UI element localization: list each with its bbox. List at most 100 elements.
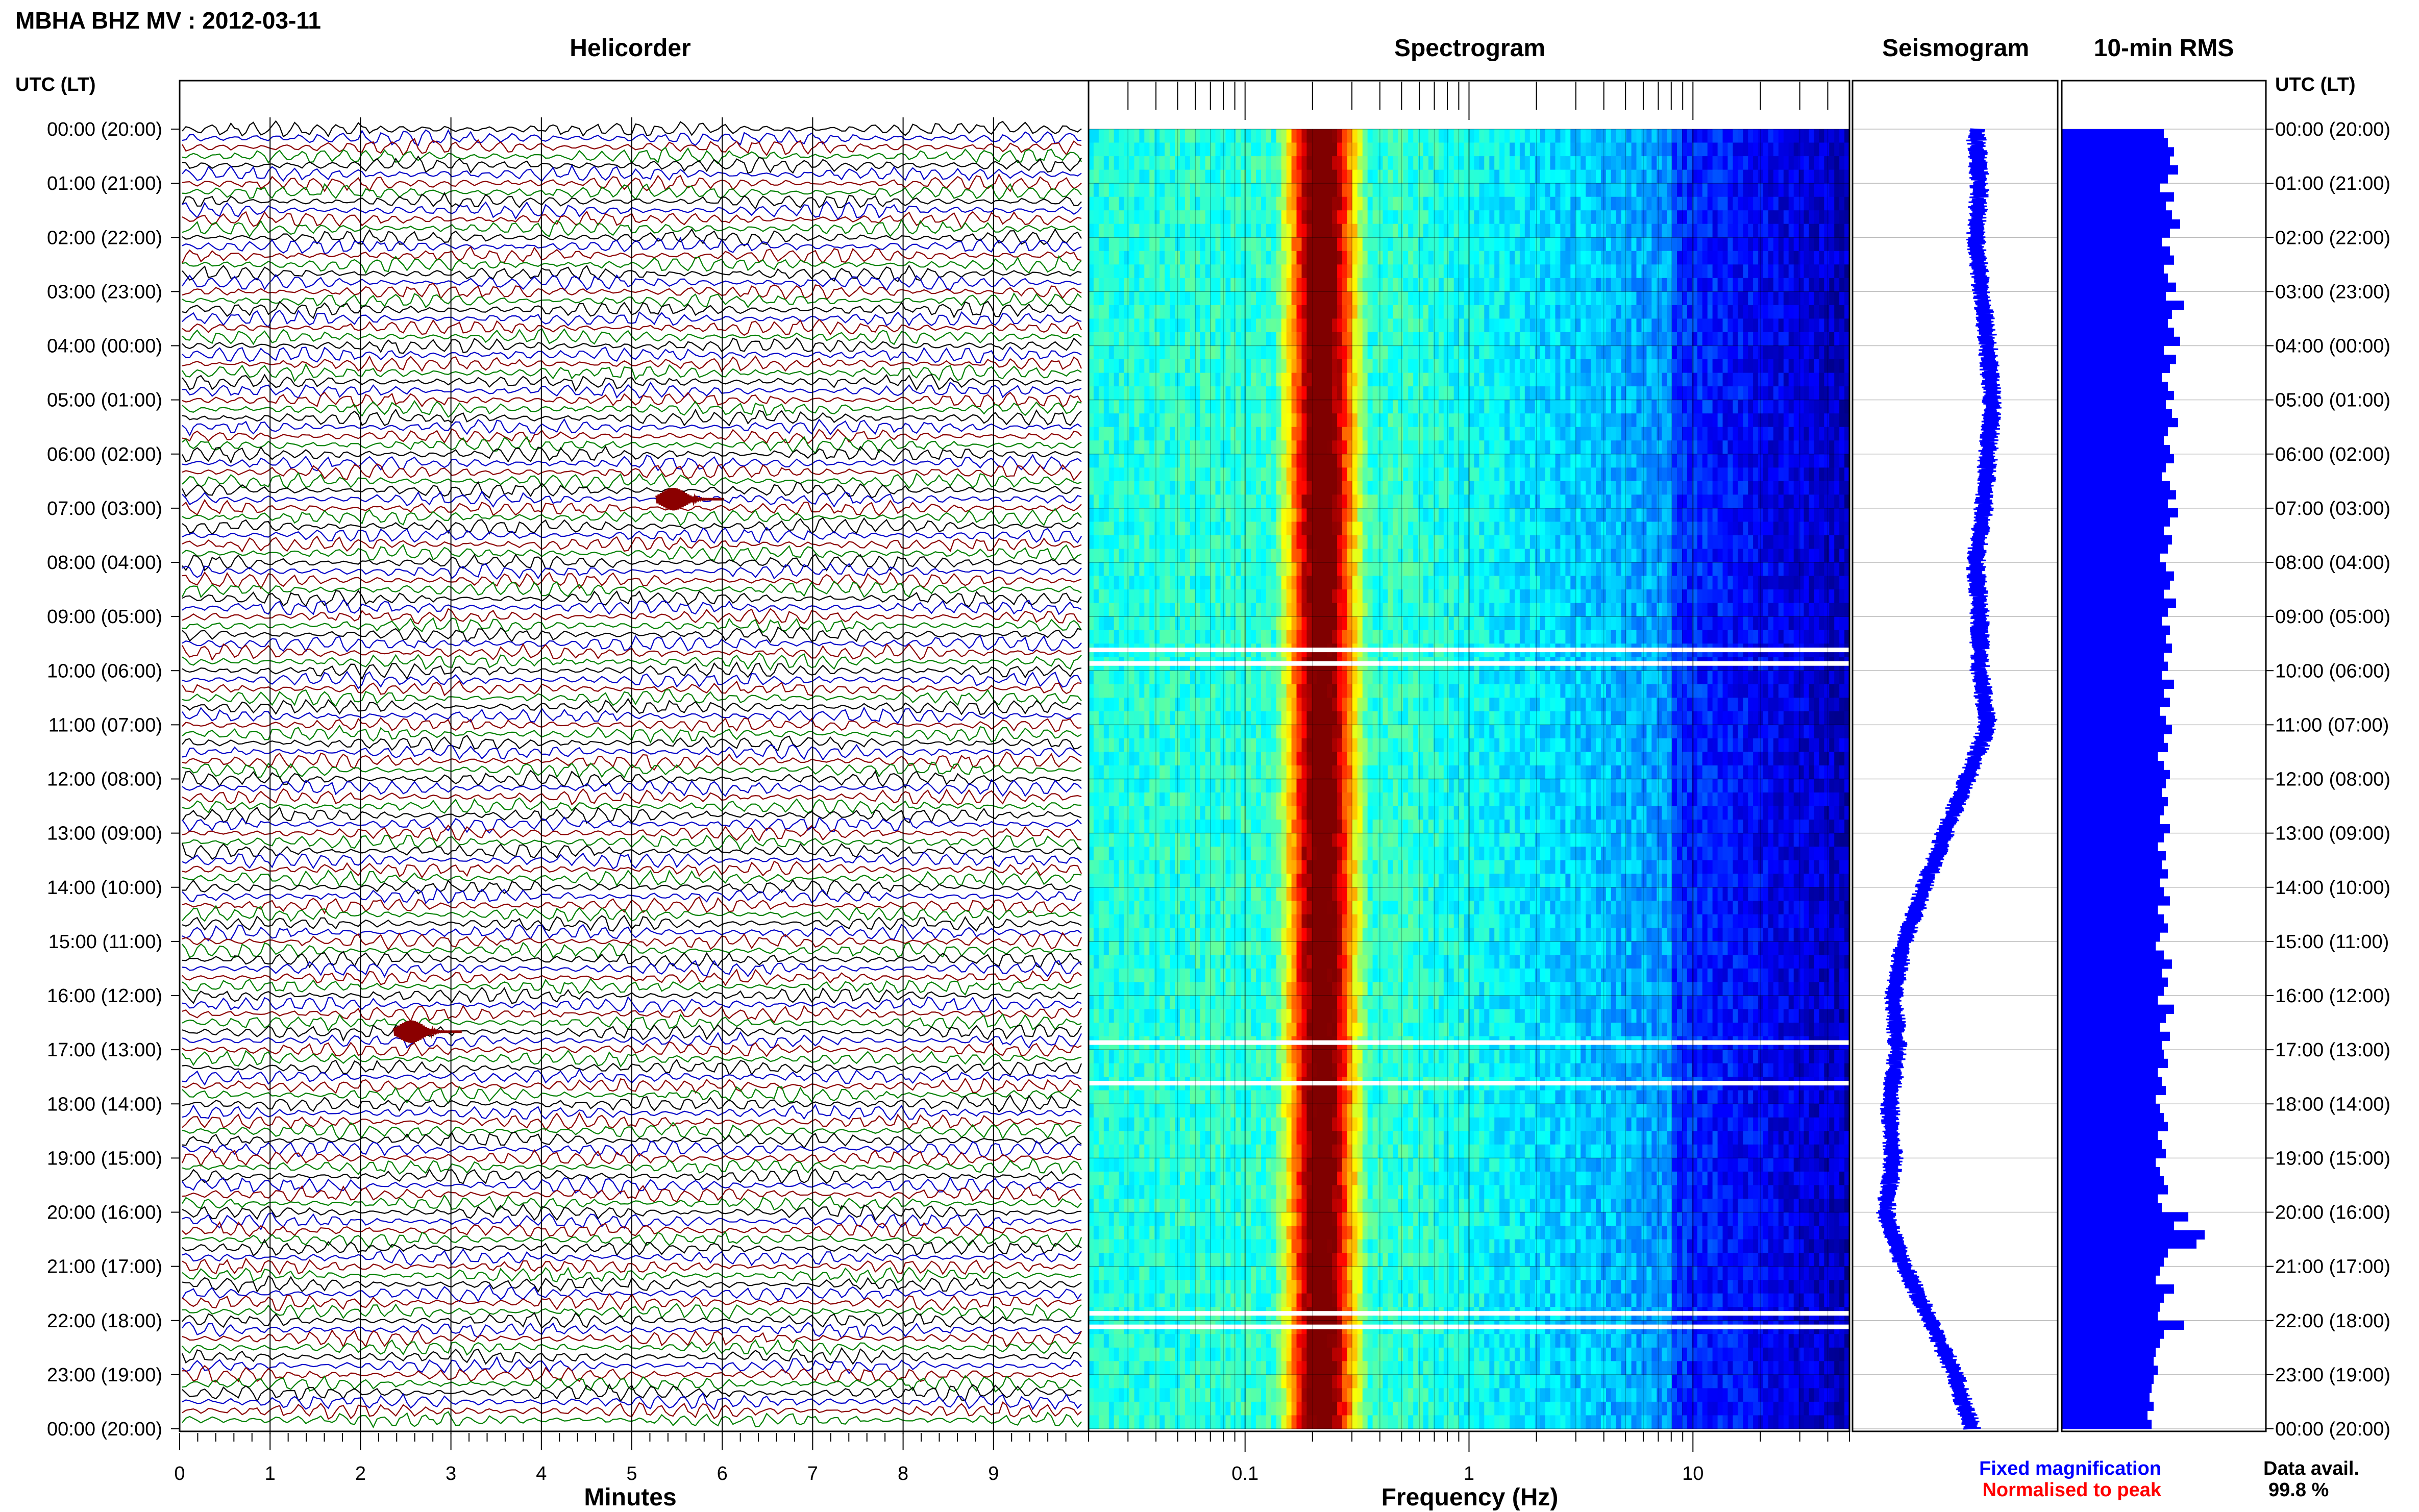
spectrogram-cell <box>1438 386 1444 401</box>
spectrogram-cell <box>1144 169 1150 184</box>
spectrogram-cell <box>1474 400 1479 414</box>
spectrogram-cell <box>1098 373 1104 387</box>
spectrogram-cell <box>1179 237 1186 252</box>
spectrogram-cell <box>1428 454 1434 468</box>
spectrogram-cell <box>1697 535 1703 549</box>
spectrogram-cell <box>1586 508 1591 522</box>
spectrogram-cell <box>1748 427 1754 441</box>
spectrogram-cell <box>1347 210 1353 225</box>
spectrogram-cell <box>1717 413 1723 428</box>
spectrogram-cell <box>1184 454 1191 468</box>
spectrogram-cell <box>1763 156 1769 170</box>
spectrogram-cell <box>1484 196 1490 211</box>
spectrogram-cell <box>1581 345 1586 360</box>
spectrogram-cell <box>1702 169 1708 184</box>
spectrogram-cell <box>1220 169 1226 184</box>
spectrogram-cell <box>1246 508 1251 522</box>
spectrogram-cell <box>1606 318 1612 333</box>
spectrogram-cell <box>1469 156 1474 170</box>
spectrogram-cell <box>1783 156 1789 170</box>
spectrogram-cell <box>1459 454 1465 468</box>
spectrogram-cell <box>1600 373 1607 387</box>
spectrogram-cell <box>1778 522 1784 536</box>
spectrogram-cell <box>1707 251 1713 265</box>
spectrogram-cell <box>1251 264 1256 279</box>
spectrogram-cell <box>1281 508 1287 522</box>
spectrogram-cell <box>1438 427 1444 441</box>
spectrogram-cell <box>1459 129 1465 143</box>
spectrogram-cell <box>1372 345 1378 360</box>
spectrogram-cell <box>1093 156 1099 170</box>
spectrogram-cell <box>1743 183 1748 197</box>
spectrogram-cell <box>1159 535 1165 549</box>
spectrogram-cell <box>1276 291 1282 306</box>
spectrogram-cell <box>1621 169 1627 184</box>
spectrogram-cell <box>1479 494 1485 509</box>
spectrogram-cell <box>1677 237 1683 252</box>
spectrogram-cell <box>1748 210 1754 225</box>
spectrogram-cell <box>1225 494 1231 509</box>
spectrogram-cell <box>1474 332 1479 346</box>
spectrogram-cell <box>1108 196 1115 211</box>
spectrogram-cell <box>1129 413 1134 428</box>
spectrogram-cell <box>1332 332 1338 346</box>
spectrogram-cell <box>1215 169 1221 184</box>
spectrogram-cell <box>1646 318 1652 333</box>
spectrogram-cell <box>1408 196 1414 211</box>
spectrogram-cell <box>1134 467 1140 482</box>
spectrogram-cell <box>1367 318 1373 333</box>
spectrogram-cell <box>1819 196 1824 211</box>
spectrogram-cell <box>1124 467 1130 482</box>
spectrogram-cell <box>1697 345 1703 360</box>
spectrogram-cell <box>1484 549 1490 563</box>
spectrogram-cell <box>1768 305 1774 319</box>
spectrogram-cell <box>1494 169 1500 184</box>
spectrogram-cell <box>1200 400 1206 414</box>
spectrogram-cell <box>1352 427 1358 441</box>
spectrogram-cell <box>1474 467 1479 482</box>
spectrogram-cell <box>1215 427 1221 441</box>
spectrogram-cell <box>1636 467 1642 482</box>
spectrogram-cell <box>1377 251 1384 265</box>
spectrogram-cell <box>1108 508 1115 522</box>
time-label-left: 18:00 (14:00) <box>47 1094 162 1115</box>
spectrogram-cell <box>1631 332 1637 346</box>
spectrogram-cell <box>1271 224 1277 238</box>
spectrogram-cell <box>1753 508 1759 522</box>
spectrogram-cell <box>1727 318 1733 333</box>
spectrogram-cell <box>1667 251 1672 265</box>
spectrogram-cell <box>1469 224 1474 238</box>
spectrogram-cell <box>1327 264 1332 279</box>
spectrogram-cell <box>1484 156 1490 170</box>
spectrogram-cell <box>1383 332 1388 346</box>
spectrogram-cell <box>1540 481 1546 495</box>
spectrogram-cell <box>1251 210 1256 225</box>
spectrogram-cell <box>1352 467 1358 482</box>
spectrogram-cell <box>1159 413 1165 428</box>
spectrogram-cell <box>1515 467 1520 482</box>
spectrogram-cell <box>1114 359 1120 374</box>
spectrogram-cell <box>1809 413 1814 428</box>
spectrogram-cell <box>1108 535 1115 549</box>
spectrogram-cell <box>1733 467 1738 482</box>
spectrogram-cell <box>1722 291 1728 306</box>
spectrogram-cell <box>1103 318 1109 333</box>
spectrogram-cell <box>1535 156 1541 170</box>
spectrogram-cell <box>1575 467 1581 482</box>
spectrogram-cell <box>1195 237 1201 252</box>
spectrogram-cell <box>1423 359 1429 374</box>
spectrogram-cell <box>1089 427 1094 441</box>
spectrogram-cell <box>1672 494 1677 509</box>
spectrogram-cell <box>1677 549 1683 563</box>
spectrogram-cell <box>1479 386 1485 401</box>
spectrogram-cell <box>1682 196 1688 211</box>
spectrogram-cell <box>1119 156 1125 170</box>
spectrogram-cell <box>1337 251 1343 265</box>
spectrogram-cell <box>1459 386 1465 401</box>
spectrogram-cell <box>1215 264 1221 279</box>
spectrogram-cell <box>1763 237 1769 252</box>
spectrogram-cell <box>1170 427 1175 441</box>
spectrogram-cell <box>1236 386 1241 401</box>
spectrogram-row <box>1089 156 1850 170</box>
spectrogram-cell <box>1301 522 1307 536</box>
